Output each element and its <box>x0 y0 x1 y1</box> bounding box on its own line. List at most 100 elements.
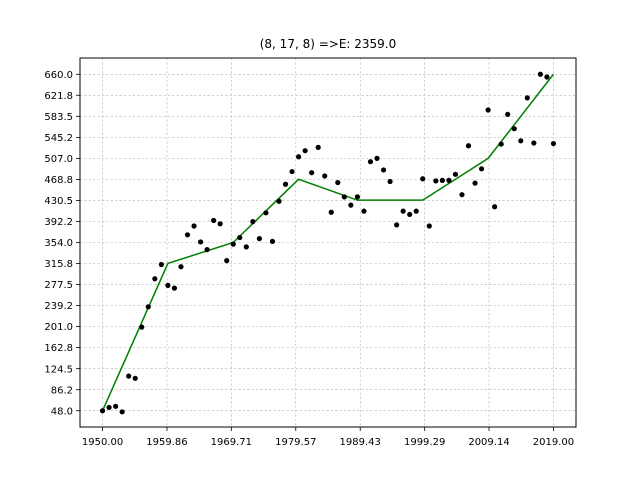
data-point <box>335 179 341 186</box>
data-point <box>413 208 419 214</box>
y-tick-label: 239.2 <box>44 301 73 312</box>
data-point <box>452 171 459 177</box>
y-tick-label: 124.5 <box>44 364 73 375</box>
data-point <box>171 285 178 291</box>
data-point <box>465 143 472 149</box>
data-point <box>178 264 184 270</box>
y-tick-label: 48.0 <box>51 406 73 417</box>
data-point <box>152 276 158 282</box>
chart-title: (8, 17, 8) =>E: 2359.0 <box>260 37 397 51</box>
y-tick-label: 507.0 <box>44 154 73 165</box>
data-point <box>309 170 315 176</box>
data-point <box>184 232 191 238</box>
data-point <box>374 155 380 161</box>
x-tick-label: 1959.86 <box>146 437 187 448</box>
data-point <box>256 236 262 242</box>
y-axis-ticks: 48.0 86.2 124.5 162.8 201.0 239.2 277.5 315.8 35… <box>44 70 80 417</box>
data-point <box>400 208 406 214</box>
data-point <box>139 324 145 330</box>
fit-line <box>101 73 555 412</box>
data-point <box>492 204 498 210</box>
data-point <box>263 210 269 216</box>
data-point <box>433 178 439 184</box>
data-point <box>302 148 308 154</box>
data-point <box>407 211 413 218</box>
data-point <box>459 192 465 198</box>
data-point <box>295 154 302 160</box>
x-axis-ticks: 1950.00 1959.86 1969.71 1979.57 1989.43 1999.… <box>82 427 574 448</box>
data-point <box>446 177 452 183</box>
data-point <box>197 239 204 245</box>
data-point <box>485 107 491 113</box>
data-point <box>211 217 217 224</box>
data-point <box>158 261 164 268</box>
data-point <box>106 404 112 411</box>
data-point <box>328 209 334 215</box>
y-tick-label: 430.5 <box>44 196 73 207</box>
data-point <box>348 202 354 208</box>
data-point <box>230 241 236 247</box>
data-point <box>204 247 210 253</box>
data-point <box>380 167 387 173</box>
data-point <box>113 403 119 409</box>
y-tick-label: 468.8 <box>44 175 73 186</box>
data-point <box>550 140 557 147</box>
x-tick-label: 1989.43 <box>340 437 381 448</box>
data-point <box>354 194 361 200</box>
data-point <box>426 223 432 229</box>
data-points-layer <box>99 71 557 415</box>
data-point <box>531 140 537 146</box>
data-point <box>518 138 524 144</box>
data-point <box>217 221 223 227</box>
data-point <box>544 74 550 80</box>
y-tick-label: 583.5 <box>44 112 73 123</box>
y-tick-label: 86.2 <box>51 385 73 396</box>
data-point <box>505 111 511 118</box>
data-point <box>126 373 132 379</box>
data-point <box>132 375 138 381</box>
data-point <box>237 234 243 241</box>
data-point <box>119 409 125 415</box>
data-point <box>276 198 282 204</box>
grid-lines <box>80 58 576 427</box>
data-point <box>165 282 171 288</box>
x-tick-label: 1999.29 <box>404 437 445 448</box>
data-point <box>99 408 106 414</box>
data-point <box>243 244 249 250</box>
data-point <box>498 141 504 147</box>
y-tick-label: 277.5 <box>44 280 73 291</box>
data-point <box>289 168 295 175</box>
data-point <box>224 258 230 264</box>
y-tick-label: 315.8 <box>44 259 73 270</box>
y-tick-label: 354.0 <box>44 238 73 249</box>
x-tick-label: 2019.00 <box>533 437 574 448</box>
data-point <box>282 181 289 187</box>
data-point <box>420 176 426 182</box>
data-point <box>472 180 478 186</box>
data-point <box>250 219 256 225</box>
data-point <box>394 222 400 228</box>
data-point <box>537 71 543 77</box>
data-point <box>524 95 530 101</box>
data-point <box>341 194 347 200</box>
data-point <box>511 126 517 132</box>
x-tick-label: 1979.57 <box>275 437 316 448</box>
data-point <box>367 159 374 165</box>
y-tick-label: 201.0 <box>44 322 73 333</box>
y-tick-label: 392.2 <box>44 217 73 228</box>
data-point <box>387 178 393 185</box>
x-tick-label: 1950.00 <box>82 437 123 448</box>
data-point <box>145 304 151 310</box>
data-point <box>315 144 321 150</box>
fit-line-layer <box>101 73 555 412</box>
y-tick-label: 162.8 <box>44 343 73 354</box>
data-point <box>191 223 197 229</box>
x-tick-label: 2009.14 <box>468 437 509 448</box>
y-tick-label: 621.8 <box>44 91 73 102</box>
y-tick-label: 660.0 <box>44 70 73 81</box>
x-tick-label: 1969.71 <box>211 437 252 448</box>
data-point <box>478 166 485 172</box>
